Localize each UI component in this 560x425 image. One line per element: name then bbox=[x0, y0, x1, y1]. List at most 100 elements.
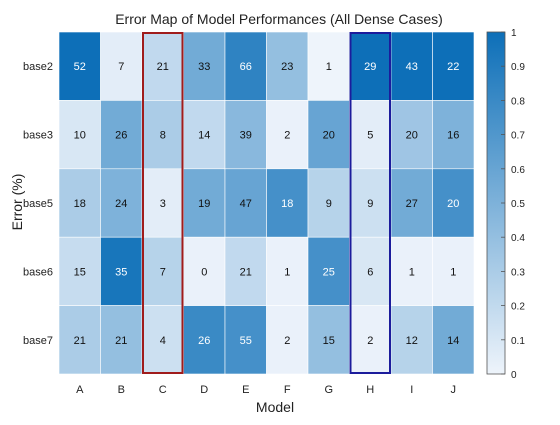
colorbar-tick-label: 0.2 bbox=[511, 302, 525, 313]
heatmap-cell bbox=[307, 305, 350, 375]
x-axis-label: Model bbox=[256, 399, 294, 415]
cell-value-label: 26 bbox=[198, 335, 210, 347]
cell-value-label: 15 bbox=[74, 266, 86, 278]
cell-value-label: 7 bbox=[160, 266, 166, 278]
cell-value-label: 4 bbox=[160, 335, 166, 347]
cell-value-label: 66 bbox=[240, 61, 252, 73]
cell-value-label: 3 bbox=[160, 198, 166, 210]
colorbar-tick-label: 0.8 bbox=[511, 96, 525, 107]
heatmap-cell bbox=[58, 168, 101, 238]
heatmap-cell bbox=[100, 168, 143, 238]
cell-value-label: 20 bbox=[406, 130, 418, 142]
column-tick-label: H bbox=[366, 384, 374, 396]
cell-value-label: 21 bbox=[157, 61, 169, 73]
cell-value-label: 16 bbox=[447, 130, 459, 142]
cell-value-label: 18 bbox=[74, 198, 86, 210]
cell-value-label: 0 bbox=[201, 266, 207, 278]
heatmap-cell bbox=[432, 236, 475, 306]
heatmap-cell bbox=[100, 305, 143, 375]
cell-value-label: 35 bbox=[115, 266, 127, 278]
column-tick-label: F bbox=[284, 384, 291, 396]
column-labels: A B C D E F G H I J bbox=[76, 384, 456, 396]
cell-value-label: 12 bbox=[406, 335, 418, 347]
heatmap-cell bbox=[141, 305, 184, 375]
colorbar-tick-label: 0.6 bbox=[511, 165, 525, 176]
heatmap-cell bbox=[432, 100, 475, 170]
heatmap-cell bbox=[224, 100, 267, 170]
heatmap-cell bbox=[266, 100, 309, 170]
column-tick-label: G bbox=[324, 384, 333, 396]
heatmap-cell bbox=[141, 100, 184, 170]
row-tick-label: base6 bbox=[23, 266, 53, 278]
heatmap-cell bbox=[432, 305, 475, 375]
heatmap-cell bbox=[183, 31, 226, 101]
cell-value-label: 47 bbox=[240, 198, 252, 210]
column-highlight-box bbox=[349, 32, 391, 374]
colorbar-tick-label: 0.3 bbox=[511, 267, 525, 278]
cell-value-label: 27 bbox=[406, 198, 418, 210]
cell-value-label: 10 bbox=[74, 130, 86, 142]
highlighted-columns bbox=[142, 32, 391, 374]
heatmap-cell bbox=[58, 305, 101, 375]
heatmap-cell bbox=[183, 100, 226, 170]
cell-value-label: 6 bbox=[367, 266, 373, 278]
cell-value-label: 33 bbox=[198, 61, 210, 73]
cell-value-label: 52 bbox=[74, 61, 86, 73]
column-tick-label: J bbox=[451, 384, 457, 396]
cell-value-label: 23 bbox=[281, 61, 293, 73]
heatmap-cell bbox=[266, 236, 309, 306]
cell-value-label: 29 bbox=[364, 61, 376, 73]
colorbar-tick-label: 0.5 bbox=[511, 199, 525, 210]
heatmap-cell bbox=[266, 305, 309, 375]
heatmap-cell bbox=[58, 236, 101, 306]
cell-value-label: 2 bbox=[284, 130, 290, 142]
cell-value-label: 20 bbox=[447, 198, 459, 210]
heatmap-cell bbox=[224, 305, 267, 375]
cell-value-label: 9 bbox=[326, 198, 332, 210]
heatmap-cell bbox=[349, 168, 392, 238]
row-labels: base2 base3 base5 base6 base7 bbox=[23, 61, 53, 347]
column-tick-label: E bbox=[242, 384, 249, 396]
cell-value-label: 9 bbox=[367, 198, 373, 210]
column-highlight-box bbox=[142, 32, 184, 374]
column-tick-label: D bbox=[200, 384, 208, 396]
heatmap-cell bbox=[100, 100, 143, 170]
cell-value-label: 24 bbox=[115, 198, 127, 210]
heatmap-cell bbox=[307, 236, 350, 306]
heatmap-cell bbox=[349, 305, 392, 375]
colorbar-tick-label: 1 bbox=[511, 28, 517, 39]
cell-value-label: 1 bbox=[284, 266, 290, 278]
heatmap-cell bbox=[390, 100, 433, 170]
heatmap-cell bbox=[141, 168, 184, 238]
cell-value-label: 25 bbox=[323, 266, 335, 278]
cell-value-label: 55 bbox=[240, 335, 252, 347]
heatmap-cell bbox=[266, 31, 309, 101]
cell-value-label: 8 bbox=[160, 130, 166, 142]
cell-value-label: 43 bbox=[406, 61, 418, 73]
cell-value-label: 21 bbox=[115, 335, 127, 347]
cell-value-label: 21 bbox=[240, 266, 252, 278]
cell-value-label: 2 bbox=[367, 335, 373, 347]
cell-value-label: 26 bbox=[115, 130, 127, 142]
cell-value-label: 19 bbox=[198, 198, 210, 210]
heatmap-cell bbox=[432, 168, 475, 238]
colorbar-tick-label: 0.9 bbox=[511, 62, 525, 73]
heatmap-cell bbox=[390, 305, 433, 375]
row-tick-label: base5 bbox=[23, 198, 53, 210]
y-axis-label: Error (%) bbox=[9, 174, 25, 231]
heatmap-cell bbox=[390, 168, 433, 238]
chart-title: Error Map of Model Performances (All Den… bbox=[115, 11, 443, 27]
cell-value-label: 15 bbox=[323, 335, 335, 347]
heatmap-cell bbox=[224, 168, 267, 238]
colorbar-tick-label: 0 bbox=[511, 370, 517, 381]
heatmap-cell bbox=[307, 100, 350, 170]
colorbar-tick-label: 0.7 bbox=[511, 131, 525, 142]
cell-value-label: 39 bbox=[240, 130, 252, 142]
row-tick-label: base7 bbox=[23, 335, 53, 347]
heatmap-cell bbox=[58, 31, 101, 101]
colorbar-tick-label: 0.1 bbox=[511, 336, 525, 347]
heatmap-cell bbox=[432, 31, 475, 101]
heatmap-cell bbox=[390, 236, 433, 306]
